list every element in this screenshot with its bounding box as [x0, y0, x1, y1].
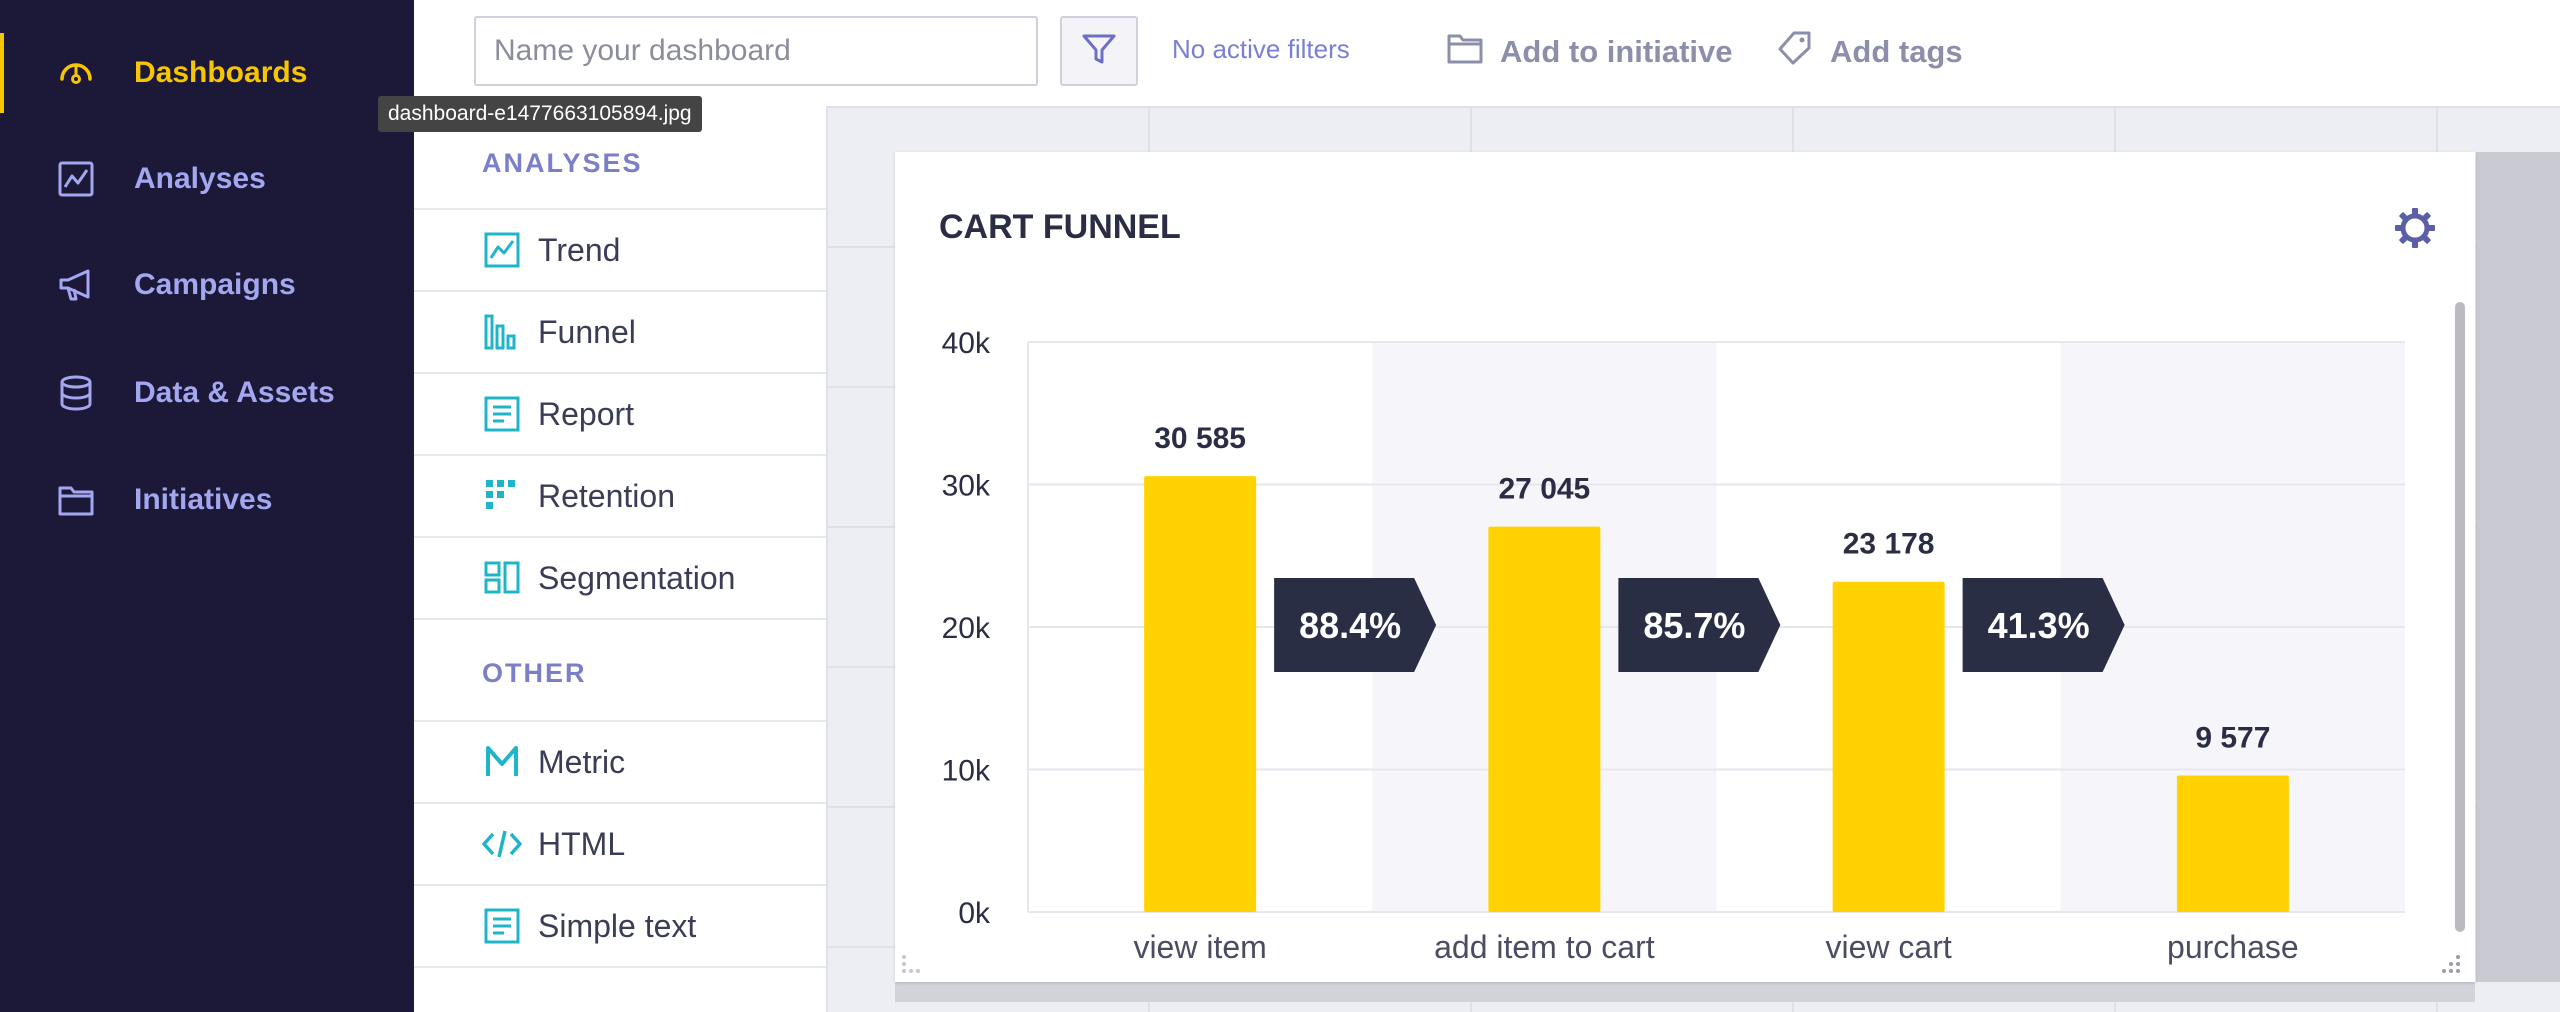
- nav-item-campaigns[interactable]: Campaigns: [0, 245, 414, 325]
- add-tags-button[interactable]: Add tags: [1776, 28, 1963, 76]
- dashboard-gauge-icon: [54, 51, 98, 95]
- funnel-bar: [1144, 476, 1257, 912]
- filter-status-text: No active filters: [1172, 34, 1350, 64]
- filter-icon: [1079, 29, 1119, 74]
- widget-label: Simple text: [538, 907, 697, 944]
- widget-item-retention[interactable]: Retention: [414, 454, 826, 536]
- segmentation-icon: [482, 558, 522, 598]
- widget-panel: ANALYSES Trend Funnel Report Retention S…: [414, 106, 828, 1012]
- conversion-badge: [1962, 578, 2125, 672]
- cart-funnel-widget[interactable]: CART FUNNEL 40k 30k 20k 10k 0k 30 585 view ite…: [895, 152, 2475, 982]
- simple-text-icon: [482, 906, 522, 946]
- widget-scrollbar[interactable]: [2455, 302, 2465, 932]
- file-tooltip: dashboard-e1477663105894.jpg: [378, 96, 702, 132]
- html-code-icon: [482, 824, 522, 864]
- nav-label: Data & Assets: [134, 376, 335, 409]
- bar-value-label: 9 577: [2195, 722, 2270, 755]
- x-category-label: view cart: [1826, 929, 1952, 965]
- other-section-title: OTHER: [482, 658, 587, 688]
- tag-icon: [1776, 29, 1814, 75]
- widget-item-trend[interactable]: Trend: [414, 208, 826, 290]
- widget-label: Report: [538, 395, 635, 432]
- y-tick-label: 30k: [942, 470, 991, 503]
- y-tick-label: 20k: [942, 612, 991, 645]
- add-to-initiative-label: Add to initiative: [1500, 34, 1733, 69]
- widget-title: CART FUNNEL: [939, 208, 1181, 246]
- bar-value-label: 23 178: [1843, 528, 1935, 561]
- nav-item-data-assets[interactable]: Data & Assets: [0, 353, 414, 433]
- funnel-bar: [1832, 581, 1945, 912]
- metric-icon: [482, 742, 522, 782]
- y-tick-label: 0k: [958, 897, 991, 930]
- nav-item-analyses[interactable]: Analyses: [0, 139, 414, 219]
- divider: [414, 966, 826, 968]
- widget-item-segmentation[interactable]: Segmentation: [414, 536, 826, 618]
- funnel-bar: [1488, 526, 1601, 912]
- resize-handle-icon[interactable]: [901, 954, 921, 974]
- filter-button[interactable]: [1060, 16, 1138, 86]
- trend-icon: [482, 230, 522, 270]
- nav-item-dashboards[interactable]: Dashboards: [0, 33, 414, 113]
- widget-item-report[interactable]: Report: [414, 372, 826, 454]
- widget-label: Funnel: [538, 313, 636, 350]
- widget-item-html[interactable]: HTML: [414, 802, 826, 884]
- dashboard-name-input[interactable]: [474, 16, 1038, 86]
- x-category-label: purchase: [2167, 929, 2299, 965]
- analyses-chart-icon: [54, 157, 98, 201]
- conversion-badge: [1274, 578, 1437, 672]
- nav-item-initiatives[interactable]: Initiatives: [0, 460, 414, 540]
- conversion-rate-label: 88.4%: [1299, 605, 1401, 646]
- funnel-icon: [482, 312, 522, 352]
- widget-label: Trend: [538, 231, 621, 268]
- conversion-rate-label: 85.7%: [1643, 605, 1745, 646]
- widget-item-simple-text[interactable]: Simple text: [414, 884, 826, 966]
- card-shadow: [2476, 152, 2560, 982]
- widget-label: Retention: [538, 477, 675, 514]
- nav-label: Campaigns: [134, 268, 296, 301]
- folder-icon: [54, 478, 98, 522]
- widget-label: Metric: [538, 743, 626, 780]
- add-tags-label: Add tags: [1830, 34, 1963, 69]
- x-category-label: add item to cart: [1434, 929, 1655, 965]
- y-tick-label: 40k: [942, 327, 991, 360]
- retention-icon: [482, 476, 522, 516]
- conversion-rate-label: 41.3%: [1988, 605, 2090, 646]
- card-bottom-edge: [895, 982, 2475, 1002]
- analyses-section-title: ANALYSES: [482, 148, 643, 178]
- x-category-label: view item: [1133, 929, 1266, 965]
- widget-item-metric[interactable]: Metric: [414, 720, 826, 802]
- bar-value-label: 27 045: [1498, 473, 1590, 506]
- folder-icon: [1446, 29, 1484, 75]
- bar-value-label: 30 585: [1154, 422, 1246, 455]
- widget-label: Segmentation: [538, 559, 736, 596]
- add-to-initiative-button[interactable]: Add to initiative: [1446, 28, 1733, 76]
- report-icon: [482, 394, 522, 434]
- funnel-chart: 40k 30k 20k 10k 0k 30 585 view item 27 045 add i…: [942, 327, 2405, 965]
- resize-handle-icon[interactable]: [2441, 954, 2461, 974]
- conversion-badge: [1618, 578, 1781, 672]
- nav-label: Dashboards: [134, 56, 308, 89]
- divider: [414, 618, 826, 620]
- nav-label: Initiatives: [134, 483, 273, 516]
- sidebar: Dashboards Analyses Campaigns Data & Ass…: [0, 0, 414, 1012]
- top-bar: No active filters Add to initiative Add …: [414, 0, 2560, 108]
- funnel-bar: [2176, 775, 2289, 912]
- widget-label: HTML: [538, 825, 626, 862]
- megaphone-icon: [54, 263, 98, 307]
- database-icon: [54, 371, 98, 415]
- widget-item-funnel[interactable]: Funnel: [414, 290, 826, 372]
- y-tick-label: 10k: [942, 755, 991, 788]
- nav-label: Analyses: [134, 162, 266, 195]
- gear-icon[interactable]: [2391, 204, 2439, 252]
